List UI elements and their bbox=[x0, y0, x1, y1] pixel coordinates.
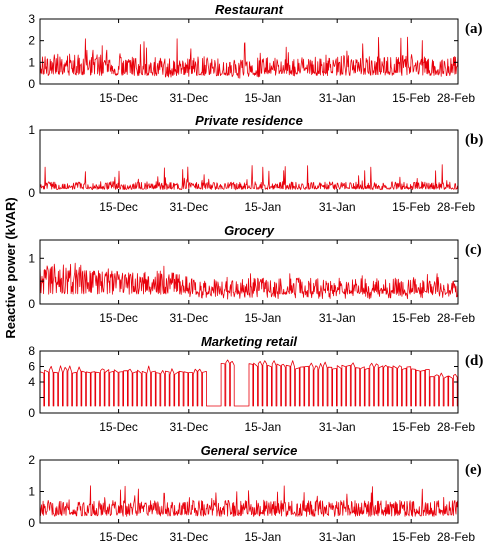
x-tick-label: 15-Feb bbox=[392, 200, 430, 214]
x-tick-label: 31-Dec bbox=[169, 420, 208, 434]
y-tick-label: 1 bbox=[28, 55, 35, 69]
x-tick-label: 15-Dec bbox=[99, 530, 138, 544]
y-tick-label: 0 bbox=[28, 77, 35, 91]
series-line bbox=[39, 485, 459, 517]
plot-frame bbox=[39, 239, 459, 305]
plot-frame bbox=[39, 18, 459, 85]
panel-5: General service (e) 0 1 2 15-Dec 31-Dec 15-Jan 3… bbox=[28, 443, 481, 544]
y-axis-label: Reactive power (kVAR) bbox=[3, 197, 18, 338]
x-tick-label: 31-Dec bbox=[169, 91, 208, 105]
x-tick-label: 28-Feb bbox=[437, 200, 475, 214]
x-tick-label: 15-Feb bbox=[392, 91, 430, 105]
y-tick-label: 8 bbox=[28, 344, 35, 358]
x-tick-label: 15-Feb bbox=[392, 530, 430, 544]
x-tick-label: 15-Jan bbox=[244, 420, 281, 434]
y-tick-label: 1 bbox=[28, 485, 35, 499]
series-line bbox=[39, 36, 459, 79]
panel-title: Marketing retail bbox=[201, 334, 297, 349]
panel-letter: (d) bbox=[465, 353, 483, 369]
y-tick-label: 0 bbox=[28, 406, 35, 420]
y-tick-label: 1 bbox=[28, 123, 35, 137]
y-tick-label: 0 bbox=[28, 516, 35, 530]
x-tick-label: 31-Jan bbox=[319, 311, 356, 325]
panel-letter: (c) bbox=[465, 242, 482, 258]
x-tick-label: 31-Jan bbox=[319, 420, 356, 434]
x-tick-label: 15-Feb bbox=[392, 311, 430, 325]
x-tick-label: 31-Dec bbox=[169, 311, 208, 325]
x-tick-label: 28-Feb bbox=[437, 91, 475, 105]
x-tick-label: 15-Dec bbox=[99, 200, 138, 214]
panel-4: Marketing retail (d) 0 46 8 15-Dec 31-Dec 15-Ja… bbox=[28, 334, 483, 434]
series-line bbox=[39, 164, 459, 191]
panel-letter: (e) bbox=[465, 462, 482, 478]
panel-title: Grocery bbox=[224, 223, 275, 238]
x-tick-label: 28-Feb bbox=[437, 311, 475, 325]
series-line bbox=[39, 359, 458, 407]
plot-frame bbox=[39, 129, 459, 194]
x-tick-label: 31-Jan bbox=[319, 530, 356, 544]
x-tick-label: 31-Jan bbox=[319, 91, 356, 105]
panel-3: Grocery (c) 0 1 15-Dec 31-Dec 15-Jan 31-Jan 15-F… bbox=[28, 223, 481, 325]
panel-2: Private residence (b) 0 1 15-Dec 31-Dec 15-Jan… bbox=[28, 113, 483, 214]
panel-title: Restaurant bbox=[215, 2, 284, 17]
x-tick-label: 31-Jan bbox=[319, 200, 356, 214]
x-tick-label: 15-Dec bbox=[99, 311, 138, 325]
y-tick-label: 2 bbox=[28, 34, 35, 48]
panel-letter: (a) bbox=[465, 21, 483, 37]
panel-title: Private residence bbox=[195, 113, 303, 128]
x-tick-label: 15-Jan bbox=[244, 91, 281, 105]
x-tick-label: 15-Dec bbox=[99, 91, 138, 105]
x-tick-label: 15-Feb bbox=[392, 420, 430, 434]
panel-title: General service bbox=[201, 443, 298, 458]
x-tick-label: 31-Dec bbox=[169, 200, 208, 214]
x-tick-label: 15-Jan bbox=[244, 311, 281, 325]
panel-letter: (b) bbox=[465, 132, 483, 148]
x-tick-label: 15-Jan bbox=[244, 200, 281, 214]
y-tick-label: 0 bbox=[28, 297, 35, 311]
y-tick-label: 3 bbox=[28, 12, 35, 26]
x-tick-label: 28-Feb bbox=[437, 530, 475, 544]
x-tick-label: 28-Feb bbox=[437, 420, 475, 434]
x-tick-label: 15-Dec bbox=[99, 420, 138, 434]
y-tick-label: 2 bbox=[28, 453, 35, 467]
x-tick-label: 15-Jan bbox=[244, 530, 281, 544]
x-tick-label: 31-Dec bbox=[169, 530, 208, 544]
y-tick-label: 0 bbox=[28, 186, 35, 200]
series-line bbox=[39, 262, 459, 300]
panel-1: Restaurant (a) 0 1 2 3 15-Dec 31-Dec 15-Jan 31-Ja… bbox=[28, 2, 482, 105]
y-tick-label: 6 bbox=[28, 360, 35, 374]
y-tick-label: 1 bbox=[28, 251, 35, 265]
y-tick-label: 4 bbox=[28, 375, 35, 389]
